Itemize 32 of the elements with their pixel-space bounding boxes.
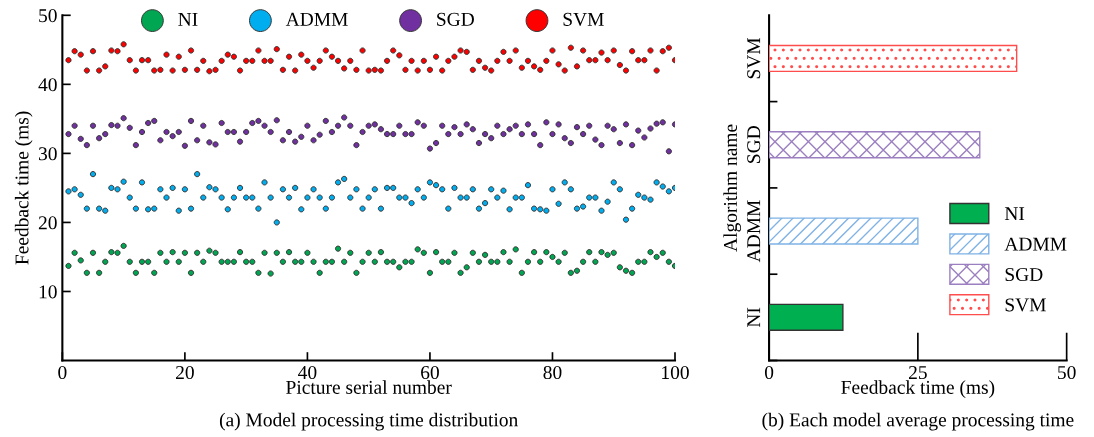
legend-label: ADMM [1004,237,1067,251]
text: (b) Each model average processing time [762,412,1074,431]
text: (a) Model processing time distribution [219,412,518,431]
y-tick-label: SVM [747,37,761,79]
legend-label: NI [178,12,198,26]
y-tick-label: 20 [38,216,57,230]
legend-label: ADMM [285,12,348,26]
x-tick-label: 0 [58,365,67,380]
y-axis-title: Feedback time (ms) [14,111,33,265]
legend-label: SGD [437,12,474,26]
legend-label: SVM [1005,298,1046,312]
x-axis-title: Feedback time (ms) [841,380,995,398]
y-tick-label: SGD [747,126,761,163]
legend-label: NI [1004,207,1025,221]
y-tick-label: 10 [39,285,57,299]
legend-label: SVM [563,12,604,26]
x-tick-label: 60 [421,365,439,380]
x-tick-label: 40 [298,365,317,380]
y-tick-label: ADMM [747,200,761,263]
y-tick-label: 40 [38,78,57,92]
x-tick-label: 0 [764,365,774,380]
x-tick-label: 20 [176,365,194,380]
x-tick-label: 80 [543,365,562,380]
x-axis-title: Picture serial number [286,380,452,394]
x-tick-label: 100 [662,365,689,380]
y-axis-title: Algorithm name [723,124,742,252]
x-tick-label: 25 [909,366,927,380]
y-tick-label: 30 [38,147,57,161]
x-tick-label: 50 [1058,365,1076,380]
y-tick-label: NI [747,307,761,328]
y-tick-label: 50 [39,9,57,23]
legend-label: SGD [1005,268,1043,282]
